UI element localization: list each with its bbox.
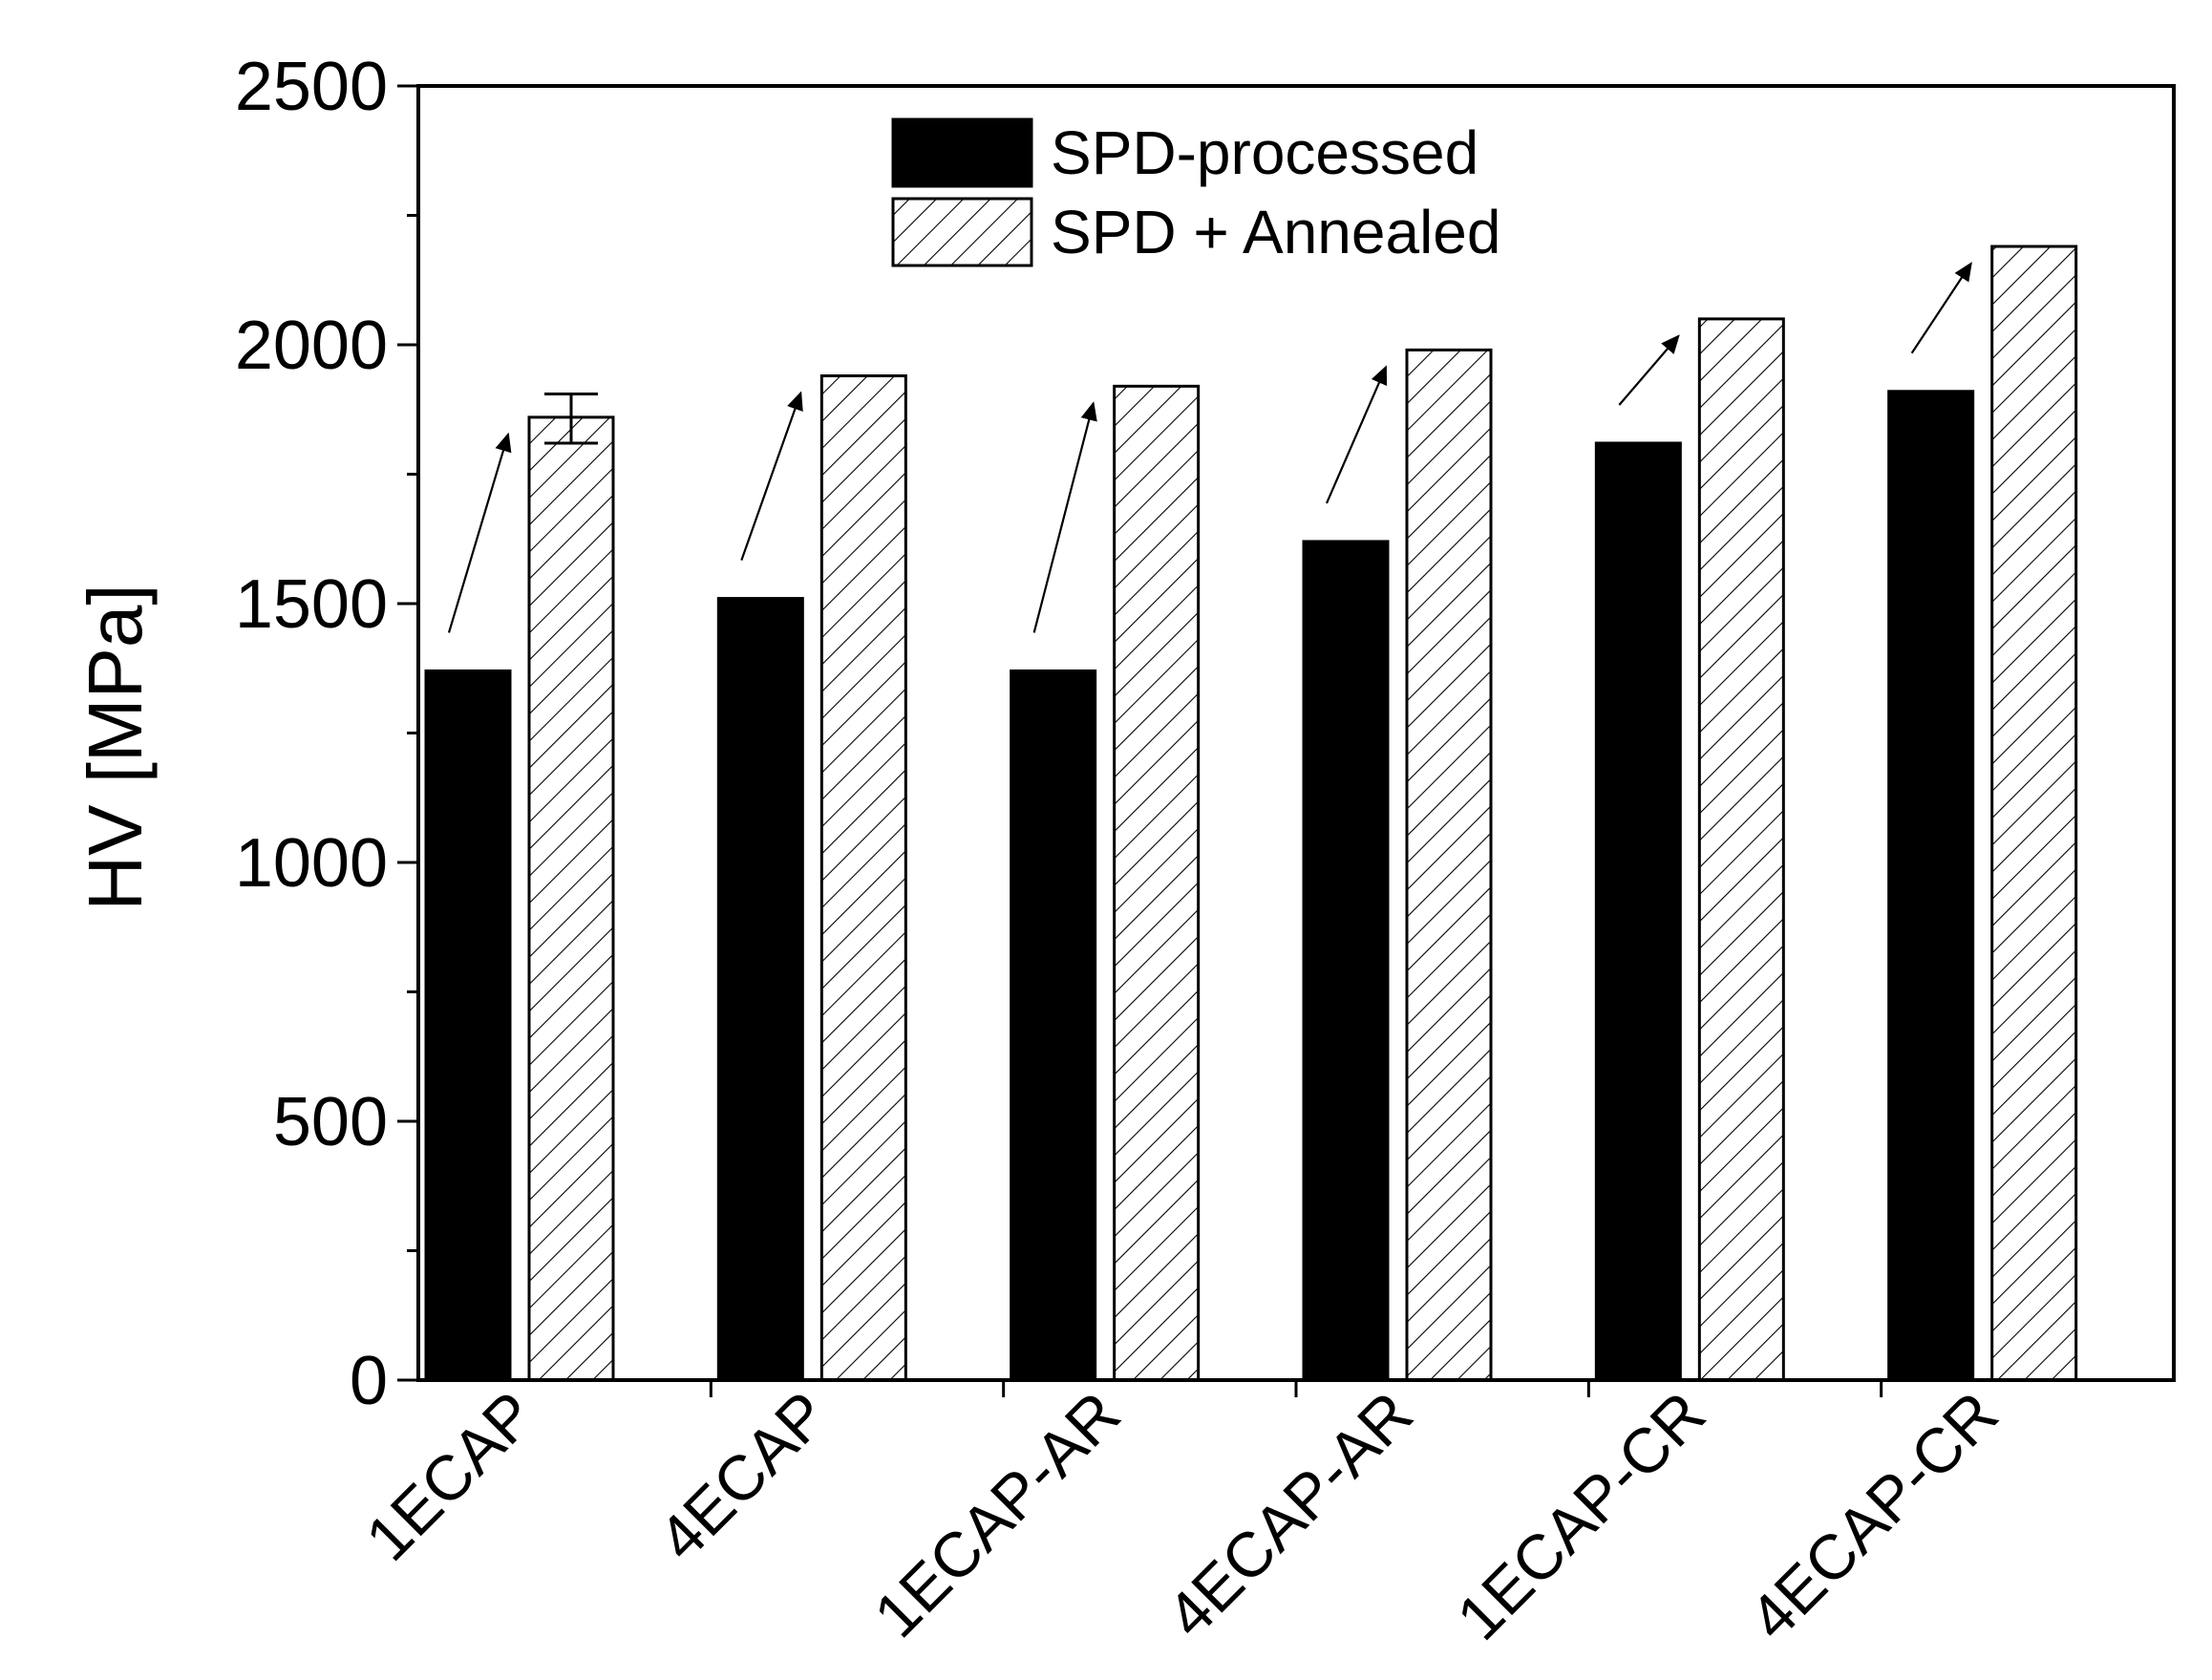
bar-spd-annealed [1405, 348, 1493, 1382]
bar-spd-processed [1594, 441, 1682, 1382]
bar-spd-annealed [1113, 384, 1201, 1382]
increase-arrow [1910, 262, 1972, 354]
bar-spd-processed [424, 669, 512, 1382]
y-tick-label: 500 [273, 1084, 388, 1160]
bar-spd-processed [1302, 540, 1390, 1382]
y-axis-title: HV [MPa] [73, 584, 158, 910]
x-tick-label: 4ECAP [645, 1378, 840, 1574]
legend-label-spd-processed: SPD-processed [1051, 118, 1478, 187]
y-tick-label: 2000 [235, 308, 388, 384]
bar-spd-processed [1887, 390, 1975, 1382]
y-tick-label: 1500 [235, 566, 388, 643]
x-tick-label: 1ECAP-AR [861, 1378, 1134, 1651]
bar-spd-annealed [819, 374, 907, 1382]
legend-swatch-spd-processed [891, 117, 1033, 188]
x-tick-label: 1ECAP-CR [1443, 1378, 1718, 1653]
increase-arrow [1618, 334, 1680, 406]
bar-spd-annealed [1697, 317, 1785, 1382]
bar-spd-annealed [1990, 245, 2078, 1382]
bar-spd-processed [1010, 669, 1097, 1382]
increase-arrow [447, 432, 512, 633]
increase-arrow [1032, 401, 1097, 633]
y-tick-label: 1000 [235, 825, 388, 902]
legend-label-spd-annealed: SPD + Annealed [1051, 198, 1500, 266]
x-tick-label: 4ECAP-CR [1735, 1378, 2010, 1653]
increase-arrow [1325, 365, 1388, 504]
x-tick-label: 4ECAP-AR [1153, 1378, 1426, 1651]
increase-arrow [740, 391, 803, 561]
bar-spd-annealed [527, 415, 615, 1382]
y-tick-label: 0 [350, 1343, 388, 1419]
y-tick-label: 2500 [235, 49, 388, 125]
bar-spd-processed [716, 597, 804, 1382]
legend-swatch-spd-annealed [891, 197, 1033, 267]
